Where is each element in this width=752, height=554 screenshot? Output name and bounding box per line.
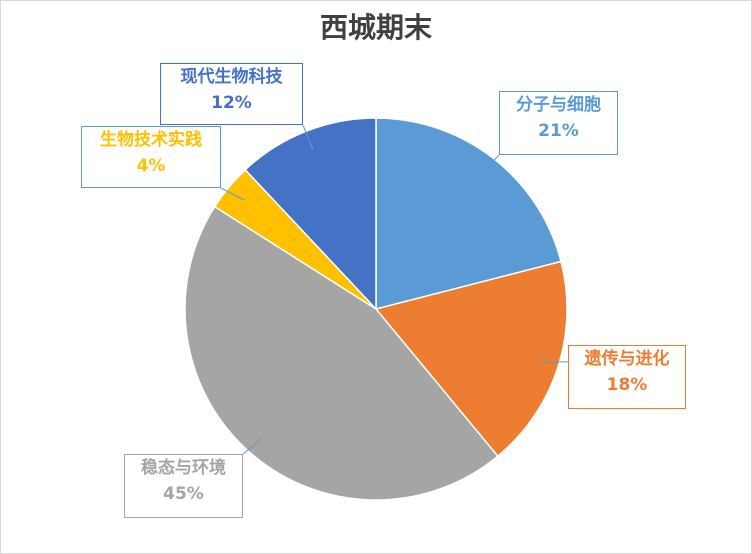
leader-line: [220, 187, 245, 201]
callout-shengwujishu: 生物技术实践 4%: [81, 126, 221, 188]
callout-percent: 12%: [211, 93, 252, 113]
pie-slice: [374, 260, 568, 458]
pie-slice: [375, 117, 562, 310]
callout-percent: 4%: [136, 156, 166, 176]
callout-yichuan: 遗传与进化 18%: [568, 345, 686, 409]
leader-line: [302, 124, 314, 151]
callout-xiandai: 现代生物科技 12%: [160, 63, 303, 125]
leader-line: [242, 436, 264, 455]
callout-percent: 21%: [538, 121, 579, 141]
callout-percent: 45%: [163, 484, 204, 504]
callout-fenzi: 分子与细胞 21%: [499, 91, 618, 155]
leader-line: [480, 154, 500, 175]
callout-label: 遗传与进化: [584, 349, 670, 369]
callout-label: 稳态与环境: [141, 458, 226, 478]
callout-label: 生物技术实践: [100, 130, 202, 150]
callout-label: 分子与细胞: [516, 95, 601, 115]
chart-title: 西城期末: [319, 11, 432, 44]
callout-wentai: 稳态与环境 45%: [124, 454, 243, 518]
callout-label: 现代生物科技: [180, 67, 283, 87]
callout-percent: 18%: [606, 375, 648, 395]
pie-slice: [184, 205, 499, 501]
